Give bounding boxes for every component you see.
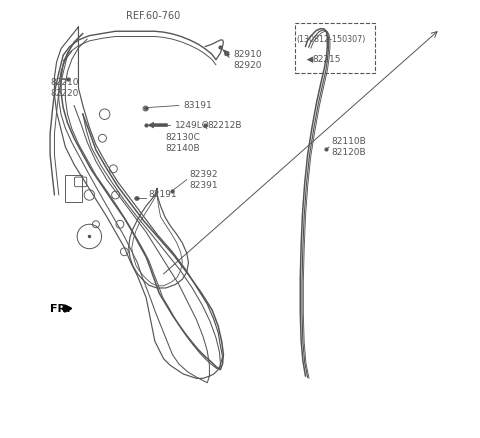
Text: FR.: FR. bbox=[50, 304, 71, 314]
Bar bbox=[65, 175, 82, 201]
Text: 82215: 82215 bbox=[312, 55, 340, 64]
Text: 1249LQ: 1249LQ bbox=[175, 120, 209, 130]
Text: 82212B: 82212B bbox=[207, 120, 242, 130]
Text: REF.60-760: REF.60-760 bbox=[127, 11, 181, 21]
Text: 82910
82920: 82910 82920 bbox=[233, 49, 262, 70]
Bar bbox=[295, 22, 375, 73]
Text: (130812-150307): (130812-150307) bbox=[297, 35, 366, 45]
Text: 82392
82391: 82392 82391 bbox=[190, 170, 218, 190]
Text: 83191: 83191 bbox=[183, 101, 212, 110]
Text: 82130C
82140B: 82130C 82140B bbox=[166, 133, 201, 153]
Text: 82191: 82191 bbox=[148, 191, 177, 199]
Text: 82210
82220: 82210 82220 bbox=[50, 78, 79, 98]
Text: 82110B
82120B: 82110B 82120B bbox=[332, 137, 366, 157]
